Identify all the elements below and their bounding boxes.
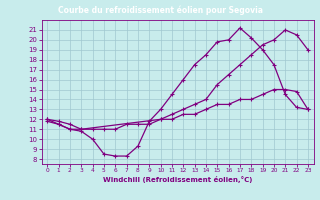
Text: Courbe du refroidissement éolien pour Segovia: Courbe du refroidissement éolien pour Se… <box>58 5 262 15</box>
X-axis label: Windchill (Refroidissement éolien,°C): Windchill (Refroidissement éolien,°C) <box>103 176 252 183</box>
